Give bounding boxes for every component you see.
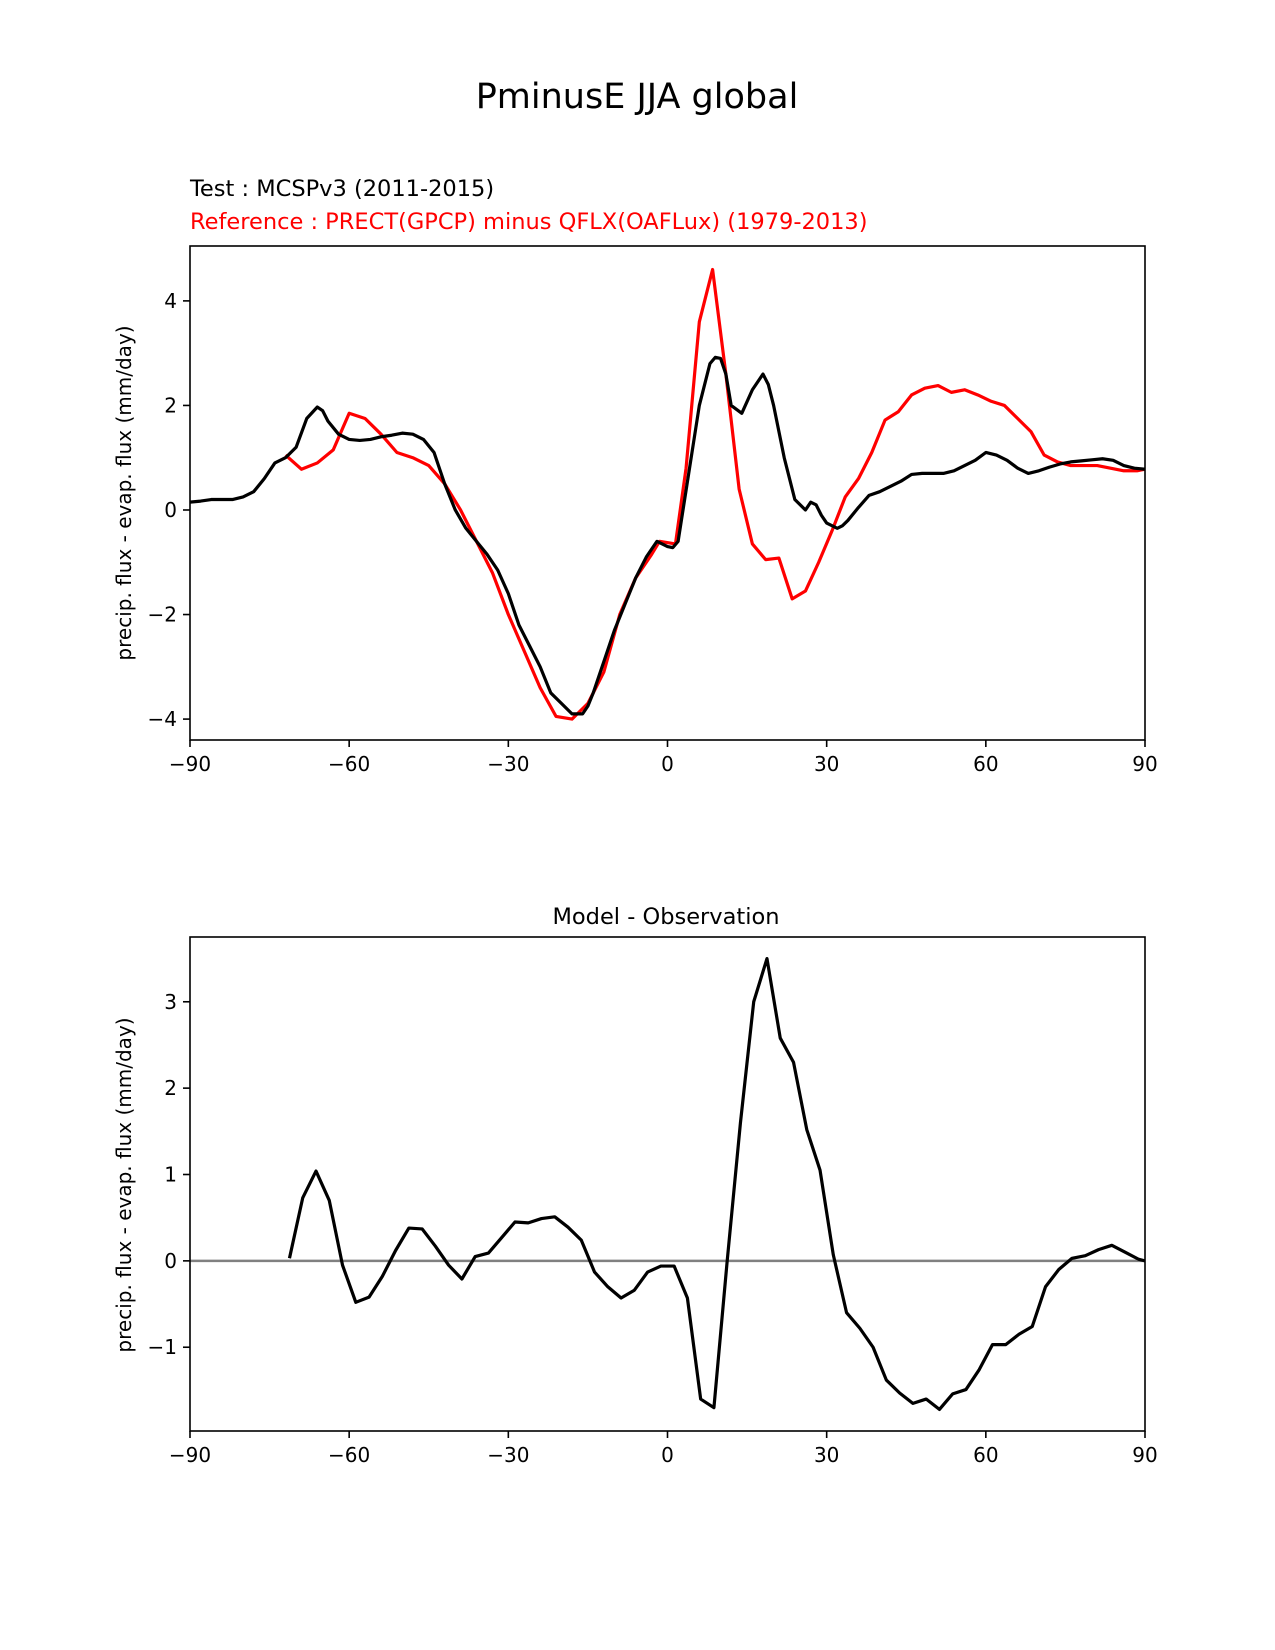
top-xtick-label: −90: [169, 752, 211, 776]
top-xtick-label: −30: [487, 752, 529, 776]
top-plot: −90 −60 −30 0 30 60 90 −4 −2 0 2 4: [148, 245, 1158, 776]
bottom-series-diff-line: [287, 956, 1145, 1412]
bottom-xtick-label: 0: [661, 1443, 674, 1467]
top-ytick-label: −4: [148, 707, 177, 731]
top-ylabel: precip. flux - evap. flux (mm/day): [112, 325, 136, 660]
bottom-panel: Model - Observation precip. flux - evap.…: [112, 904, 1158, 1467]
bottom-ytick-label: 2: [164, 1076, 177, 1100]
top-title-test: Test : MCSPv3 (2011-2015): [189, 176, 494, 202]
bottom-xtick-label: 60: [973, 1443, 998, 1467]
bottom-xtick-label: −30: [487, 1443, 529, 1467]
bottom-ylabel: precip. flux - evap. flux (mm/day): [112, 1017, 136, 1352]
bottom-xtick-label: −60: [328, 1443, 370, 1467]
top-ytick-label: −2: [148, 603, 177, 627]
top-xtick-label: 30: [814, 752, 839, 776]
bottom-xtick-label: −90: [169, 1443, 211, 1467]
bottom-xtick-label: 90: [1132, 1443, 1157, 1467]
top-ytick-label: 0: [164, 498, 177, 522]
bottom-ytick-label: 1: [164, 1163, 177, 1187]
top-xtick-label: −60: [328, 752, 370, 776]
top-xtick-label: 90: [1132, 752, 1157, 776]
bottom-ytick-label: 0: [164, 1249, 177, 1273]
top-title-reference: Reference : PRECT(GPCP) minus QFLX(OAFLu…: [190, 209, 867, 235]
top-panel: Test : MCSPv3 (2011-2015) Reference : PR…: [112, 176, 1158, 776]
top-ytick-label: 2: [164, 393, 177, 417]
top-series-test-line: [190, 355, 1145, 716]
bottom-plot: −90 −60 −30 0 30 60 90 −1 0 1 2 3: [148, 936, 1158, 1467]
bottom-ytick-label: 3: [164, 990, 177, 1014]
top-xtick-label: 0: [661, 752, 674, 776]
top-xtick-label: 60: [973, 752, 998, 776]
bottom-xtick-label: 30: [814, 1443, 839, 1467]
bottom-title: Model - Observation: [553, 904, 780, 930]
bottom-ytick-label: −1: [148, 1335, 177, 1359]
top-ytick-label: 4: [164, 289, 177, 313]
figure-suptitle: PminusE JJA global: [476, 77, 799, 117]
